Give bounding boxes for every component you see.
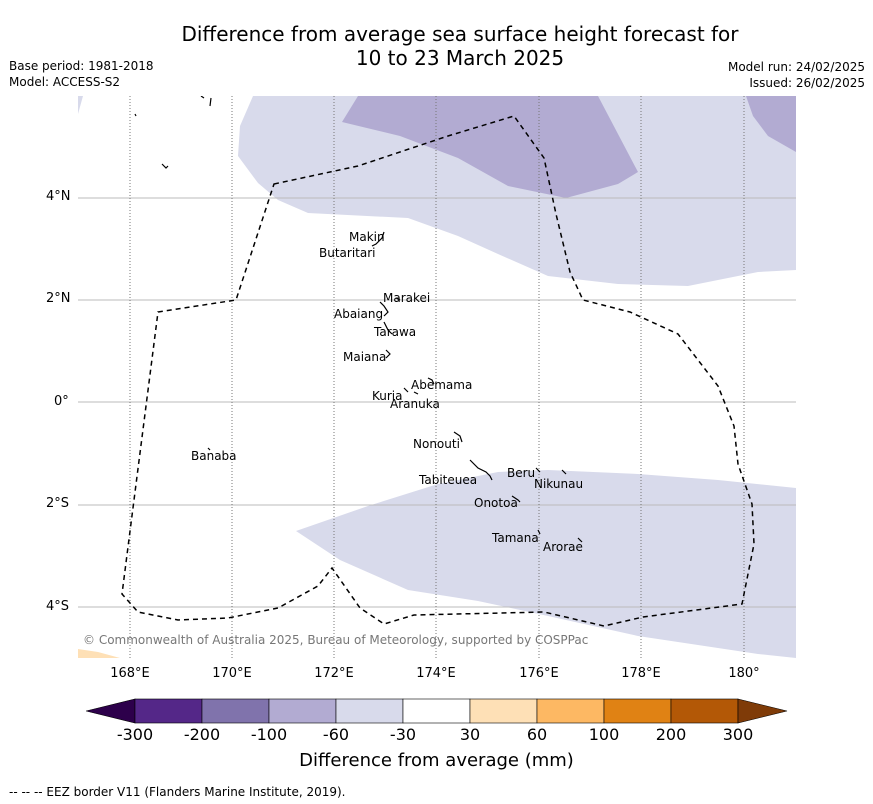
title-line-2: 10 to 23 March 2025	[355, 46, 565, 70]
island-label-nikunau: Nikunau	[534, 477, 584, 491]
latitude-gridlines	[78, 197, 796, 608]
eez-footnote: -- -- -- EEZ border V11 (Flanders Marine…	[9, 785, 346, 799]
lon-label-168e: 168°E	[110, 666, 150, 681]
model-name: Model: ACCESS-S2	[9, 75, 121, 89]
base-period: Base period: 1981-2018	[9, 59, 154, 73]
issued-date: Issued: 26/02/2025	[749, 76, 865, 90]
longitude-gridlines	[129, 96, 745, 658]
island-label-beru: Beru	[507, 466, 536, 480]
map-svg	[78, 96, 796, 658]
colorbar-extend-high	[737, 698, 788, 724]
colorbar-tick-7: 60	[526, 725, 548, 744]
island-label-onotoa: Onotoa	[474, 496, 518, 510]
colorbar	[85, 697, 788, 725]
island-label-banaba: Banaba	[191, 449, 237, 463]
copyright-notice: © Commonwealth of Australia 2025, Bureau…	[83, 633, 589, 647]
island-label-butaritari: Butaritari	[319, 246, 376, 260]
title-line-1: Difference from average sea surface heig…	[181, 22, 739, 46]
anomaly-region-north-dark	[342, 96, 638, 198]
lon-label-174e: 174°E	[416, 666, 456, 681]
colorbar-tick-6: 30	[459, 725, 481, 744]
colorbar-tick-1: -300	[116, 725, 154, 744]
lon-label-180: 180°	[728, 666, 760, 681]
colorbar-bin-3	[268, 698, 337, 724]
island-label-tabiteuea: Tabiteuea	[419, 473, 478, 487]
colorbar-bin-7	[536, 698, 605, 724]
lat-label-equator: 0°	[54, 394, 69, 409]
map-title: Difference from average sea surface heig…	[0, 22, 873, 70]
colorbar-bin-8	[603, 698, 672, 724]
colorbar-bin-2	[201, 698, 270, 724]
model-run: Model run: 24/02/2025	[727, 60, 865, 74]
island-label-makin: Makin	[349, 230, 385, 244]
lon-label-176e: 176°E	[519, 666, 559, 681]
lon-label-170e: 170°E	[212, 666, 252, 681]
colorbar-bin-5	[402, 698, 471, 724]
island-label-arorae: Arorae	[543, 540, 583, 554]
colorbar-bin-1	[134, 698, 203, 724]
colorbar-tick-3: -100	[250, 725, 288, 744]
colorbar-bin-9	[670, 698, 739, 724]
island-label-marakei: Marakei	[383, 291, 431, 305]
lat-label-2n: 2°N	[46, 291, 71, 306]
anomaly-region-south-light	[296, 470, 796, 658]
colorbar-svg	[85, 698, 788, 724]
colorbar-extend-low	[85, 698, 136, 724]
colorbar-tick-9: 200	[655, 725, 687, 744]
island-label-abaiang: Abaiang	[334, 307, 384, 321]
colorbar-bin-6	[469, 698, 538, 724]
map-area	[78, 96, 796, 658]
coastlines	[134, 96, 583, 543]
colorbar-label: Difference from average (mm)	[299, 750, 574, 771]
eez-border	[121, 115, 755, 627]
meta-right: Model run: 24/02/2025 Issued: 26/02/2025	[728, 59, 865, 91]
colorbar-tick-8: 100	[588, 725, 620, 744]
anomaly-region-positive	[78, 649, 120, 658]
lat-label-4s: 4°S	[46, 599, 70, 614]
island-label-tarawa: Tarawa	[374, 325, 417, 339]
lat-label-4n: 4°N	[46, 189, 71, 204]
island-label-tamana: Tamana	[492, 531, 539, 545]
island-label-kuria: Kuria	[372, 389, 403, 403]
colorbar-tick-10: 300	[722, 725, 754, 744]
anomaly-region-northeast-dark	[746, 96, 796, 152]
island-label-abemama: Abemama	[411, 378, 473, 392]
meta-left: Base period: 1981-2018 Model: ACCESS-S2	[9, 58, 154, 90]
island-label-aranuka: Aranuka	[390, 397, 440, 411]
lon-label-172e: 172°E	[314, 666, 354, 681]
island-label-maiana: Maiana	[343, 350, 387, 364]
lon-label-178e: 178°E	[621, 666, 661, 681]
colorbar-bin-4	[335, 698, 404, 724]
colorbar-tick-2: -200	[183, 725, 221, 744]
colorbar-tick-5: -30	[389, 725, 417, 744]
lat-label-2s: 2°S	[46, 496, 70, 511]
colorbar-tick-4: -60	[322, 725, 350, 744]
island-label-nonouti: Nonouti	[413, 437, 460, 451]
